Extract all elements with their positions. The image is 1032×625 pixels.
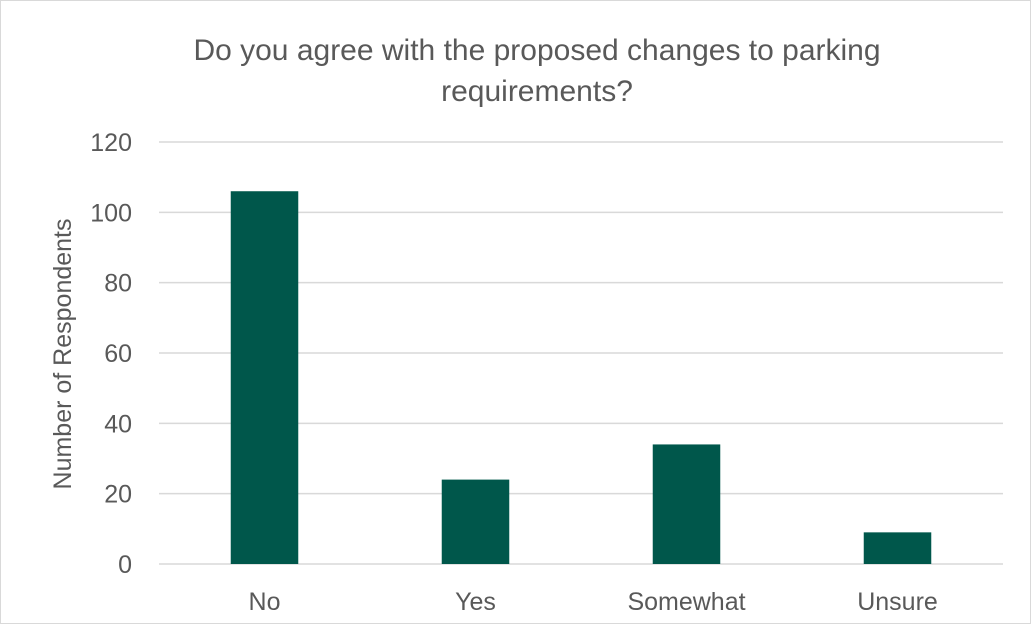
y-axis-title: Number of Respondents — [49, 219, 77, 490]
x-tick-label-yes: Yes — [455, 588, 496, 616]
chart-title-line-1: Do you agree with the proposed changes t… — [193, 34, 880, 67]
gridlines — [159, 141, 1003, 565]
bar-yes — [441, 479, 510, 564]
y-tick-label-6: 120 — [90, 129, 132, 157]
y-tick-label-3: 60 — [104, 340, 132, 368]
y-tick-label-5: 100 — [90, 199, 132, 227]
y-tick-label-2: 40 — [104, 410, 132, 438]
x-tick-label-somewhat: Somewhat — [627, 588, 745, 616]
x-tick-label-unsure: Unsure — [857, 588, 938, 616]
bars — [230, 191, 932, 564]
y-tick-label-4: 80 — [104, 270, 132, 298]
bar-somewhat — [652, 444, 721, 564]
chart-title-line-2: requirements? — [441, 75, 633, 108]
x-tick-labels: No Yes Somewhat Unsure — [249, 588, 938, 616]
x-tick-label-no: No — [249, 588, 281, 616]
y-tick-labels: 0 20 40 60 80 100 120 — [90, 129, 132, 579]
y-tick-label-1: 20 — [104, 481, 132, 509]
y-tick-label-0: 0 — [118, 551, 132, 579]
bar-unsure — [863, 532, 932, 564]
bar-no — [230, 191, 299, 564]
